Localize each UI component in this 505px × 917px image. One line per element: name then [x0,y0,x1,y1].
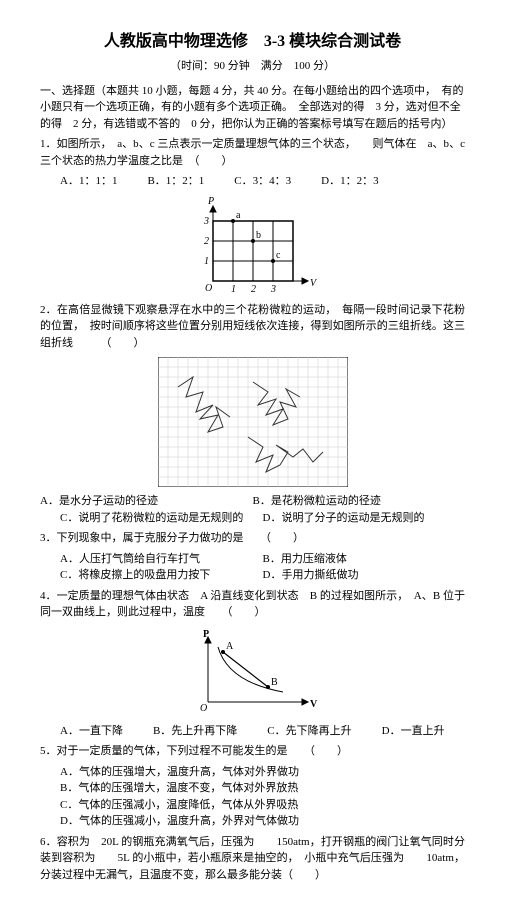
figure-2 [158,357,348,487]
q5-opt-a: A．气体的压强增大，温度升高，气体对外界做功 [60,764,465,781]
fig1-ytick-2: 2 [204,236,209,247]
page-title: 人教版高中物理选修 3-3 模块综合测试卷 [40,30,465,54]
page-subtitle: （时间：90 分钟 满分 100 分） [40,58,465,75]
fig1-origin: O [205,283,212,294]
q3-opt-c: C．将橡皮擦上的吸盘用力按下 [60,567,263,584]
fig4-origin: O [200,703,207,714]
q2-options-row1: A．是水分子运动的径迹 B．是花粉微粒运动的径迹 [40,493,465,510]
q5-opt-d: D．气体的压强减小，温度升高，外界对气体做功 [60,813,465,830]
fig4-label-b: B [271,677,278,688]
fig4-ylabel: P [203,629,209,640]
fig1-label-a: a [236,210,241,221]
q2-stem: 2．在高倍显微镜下观察悬浮在水中的三个花粉微粒的运动， 每隔一段时间记录下花粉的… [40,302,465,352]
fig1-label-c: c [276,250,281,261]
fig4-label-a: A [226,641,234,652]
q1-opt-c: C．3：4：3 [234,173,291,190]
fig1-label-b: b [256,230,261,241]
fig1-ytick-3: 3 [203,216,209,227]
q4-opt-a: A．一直下降 [60,723,123,740]
q1-stem: 1．如图所示， a、b、c 三点表示一定质量理想气体的三个状态， 则气体在 a、… [40,136,465,169]
fig1-xtick-1: 1 [231,284,236,295]
q5-opt-c: C．气体的压强减小，温度降低，气体从外界吸热 [60,797,465,814]
q4-options: A．一直下降 B．先上升再下降 C．先下降再上升 D．一直上升 [60,723,465,740]
q1-opt-a: A．1：1：1 [60,173,117,190]
q4-opt-c: C．先下降再上升 [267,723,351,740]
q4-opt-d: D．一直上升 [382,723,445,740]
fig1-xlabel: V [310,278,318,289]
q4-opt-b: B．先上升再下降 [153,723,237,740]
q1-opt-b: B．1：2：1 [147,173,204,190]
q2-opt-a: A．是水分子运动的径迹 [40,493,253,510]
q3-options-row2: C．将橡皮擦上的吸盘用力按下 D．手用力撕纸做功 [60,567,465,584]
figure-1: a b c 1 2 3 1 2 3 O V P [188,196,318,296]
q5-opt-b: B．气体的压强增大，温度不变，气体对外界放热 [60,780,465,797]
fig1-ytick-1: 1 [204,256,209,267]
q6-stem: 6．容积为 20L 的钢瓶充满氧气后，压强为 150atm，打开钢瓶的阀门让氧气… [40,834,465,884]
figure-4: A B O P V [188,627,318,717]
q3-opt-a: A．人压打气筒给自行车打气 [60,551,263,568]
q3-opt-b: B．用力压缩液体 [263,551,466,568]
q4-stem: 4．一定质量的理想气体由状态 A 沿直线变化到状态 B 的过程如图所示， A、B… [40,588,465,621]
q1-opt-d: D．1：2：3 [321,173,378,190]
fig1-xtick-3: 3 [270,284,276,295]
section-1-head: 一、选择题（本题共 10 小题，每题 4 分，共 40 分。在每小题给出的四个选… [40,83,465,133]
q5-stem: 5．对于一定质量的气体，下列过程不可能发生的是 （ ） [40,743,465,760]
q2-opt-c: C．说明了花粉微粒的运动是无规则的 [60,510,263,527]
q3-opt-d: D．手用力撕纸做功 [263,567,466,584]
q2-opt-b: B．是花粉微粒运动的径迹 [253,493,466,510]
fig1-ylabel: P [207,196,214,207]
q2-options-row2: C．说明了花粉微粒的运动是无规则的 D．说明了分子的运动是无规则的 [60,510,465,527]
q2-opt-d: D．说明了分子的运动是无规则的 [263,510,466,527]
q3-options-row1: A．人压打气筒给自行车打气 B．用力压缩液体 [60,551,465,568]
fig1-xtick-2: 2 [251,284,256,295]
fig4-xlabel: V [310,699,318,710]
q1-options: A．1：1：1 B．1：2：1 C．3：4：3 D．1：2：3 [60,173,465,190]
q3-stem: 3．下列现象中，属于克服分子力做功的是 （ ） [40,530,465,547]
